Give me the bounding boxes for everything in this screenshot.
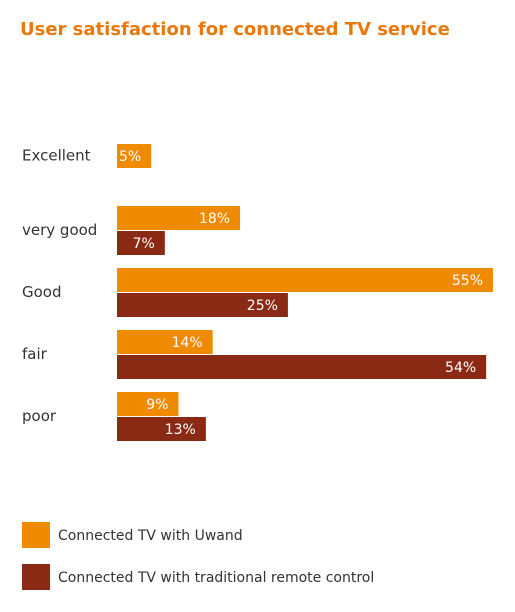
category-label: very good (22, 221, 97, 239)
category-label: Excellent (22, 147, 91, 165)
value-label: 25% (247, 298, 278, 314)
bar (117, 268, 493, 292)
bar (117, 392, 179, 416)
legend-swatch (22, 522, 50, 548)
value-label: 54% (445, 360, 476, 376)
legend-label: Connected TV with traditional remote con… (58, 570, 374, 586)
value-label: 55% (452, 273, 483, 289)
bar (117, 293, 288, 317)
value-label: 9% (146, 397, 168, 413)
category-label: fair (22, 345, 48, 363)
chart-title: User satisfaction for connected TV servi… (20, 19, 450, 40)
value-label: 18% (199, 211, 230, 227)
bar (117, 330, 213, 354)
category-label: Good (22, 283, 62, 301)
bar (117, 417, 206, 441)
legend-swatch (22, 564, 50, 590)
bar (117, 206, 241, 230)
value-label: 14% (172, 335, 203, 351)
value-label: 7% (133, 236, 155, 252)
value-label: 13% (165, 422, 196, 438)
bar (117, 231, 165, 255)
value-label: 5% (119, 149, 141, 165)
category-label: poor (22, 407, 57, 425)
bar (117, 355, 487, 379)
bar (117, 144, 152, 168)
legend-label: Connected TV with Uwand (58, 528, 243, 544)
